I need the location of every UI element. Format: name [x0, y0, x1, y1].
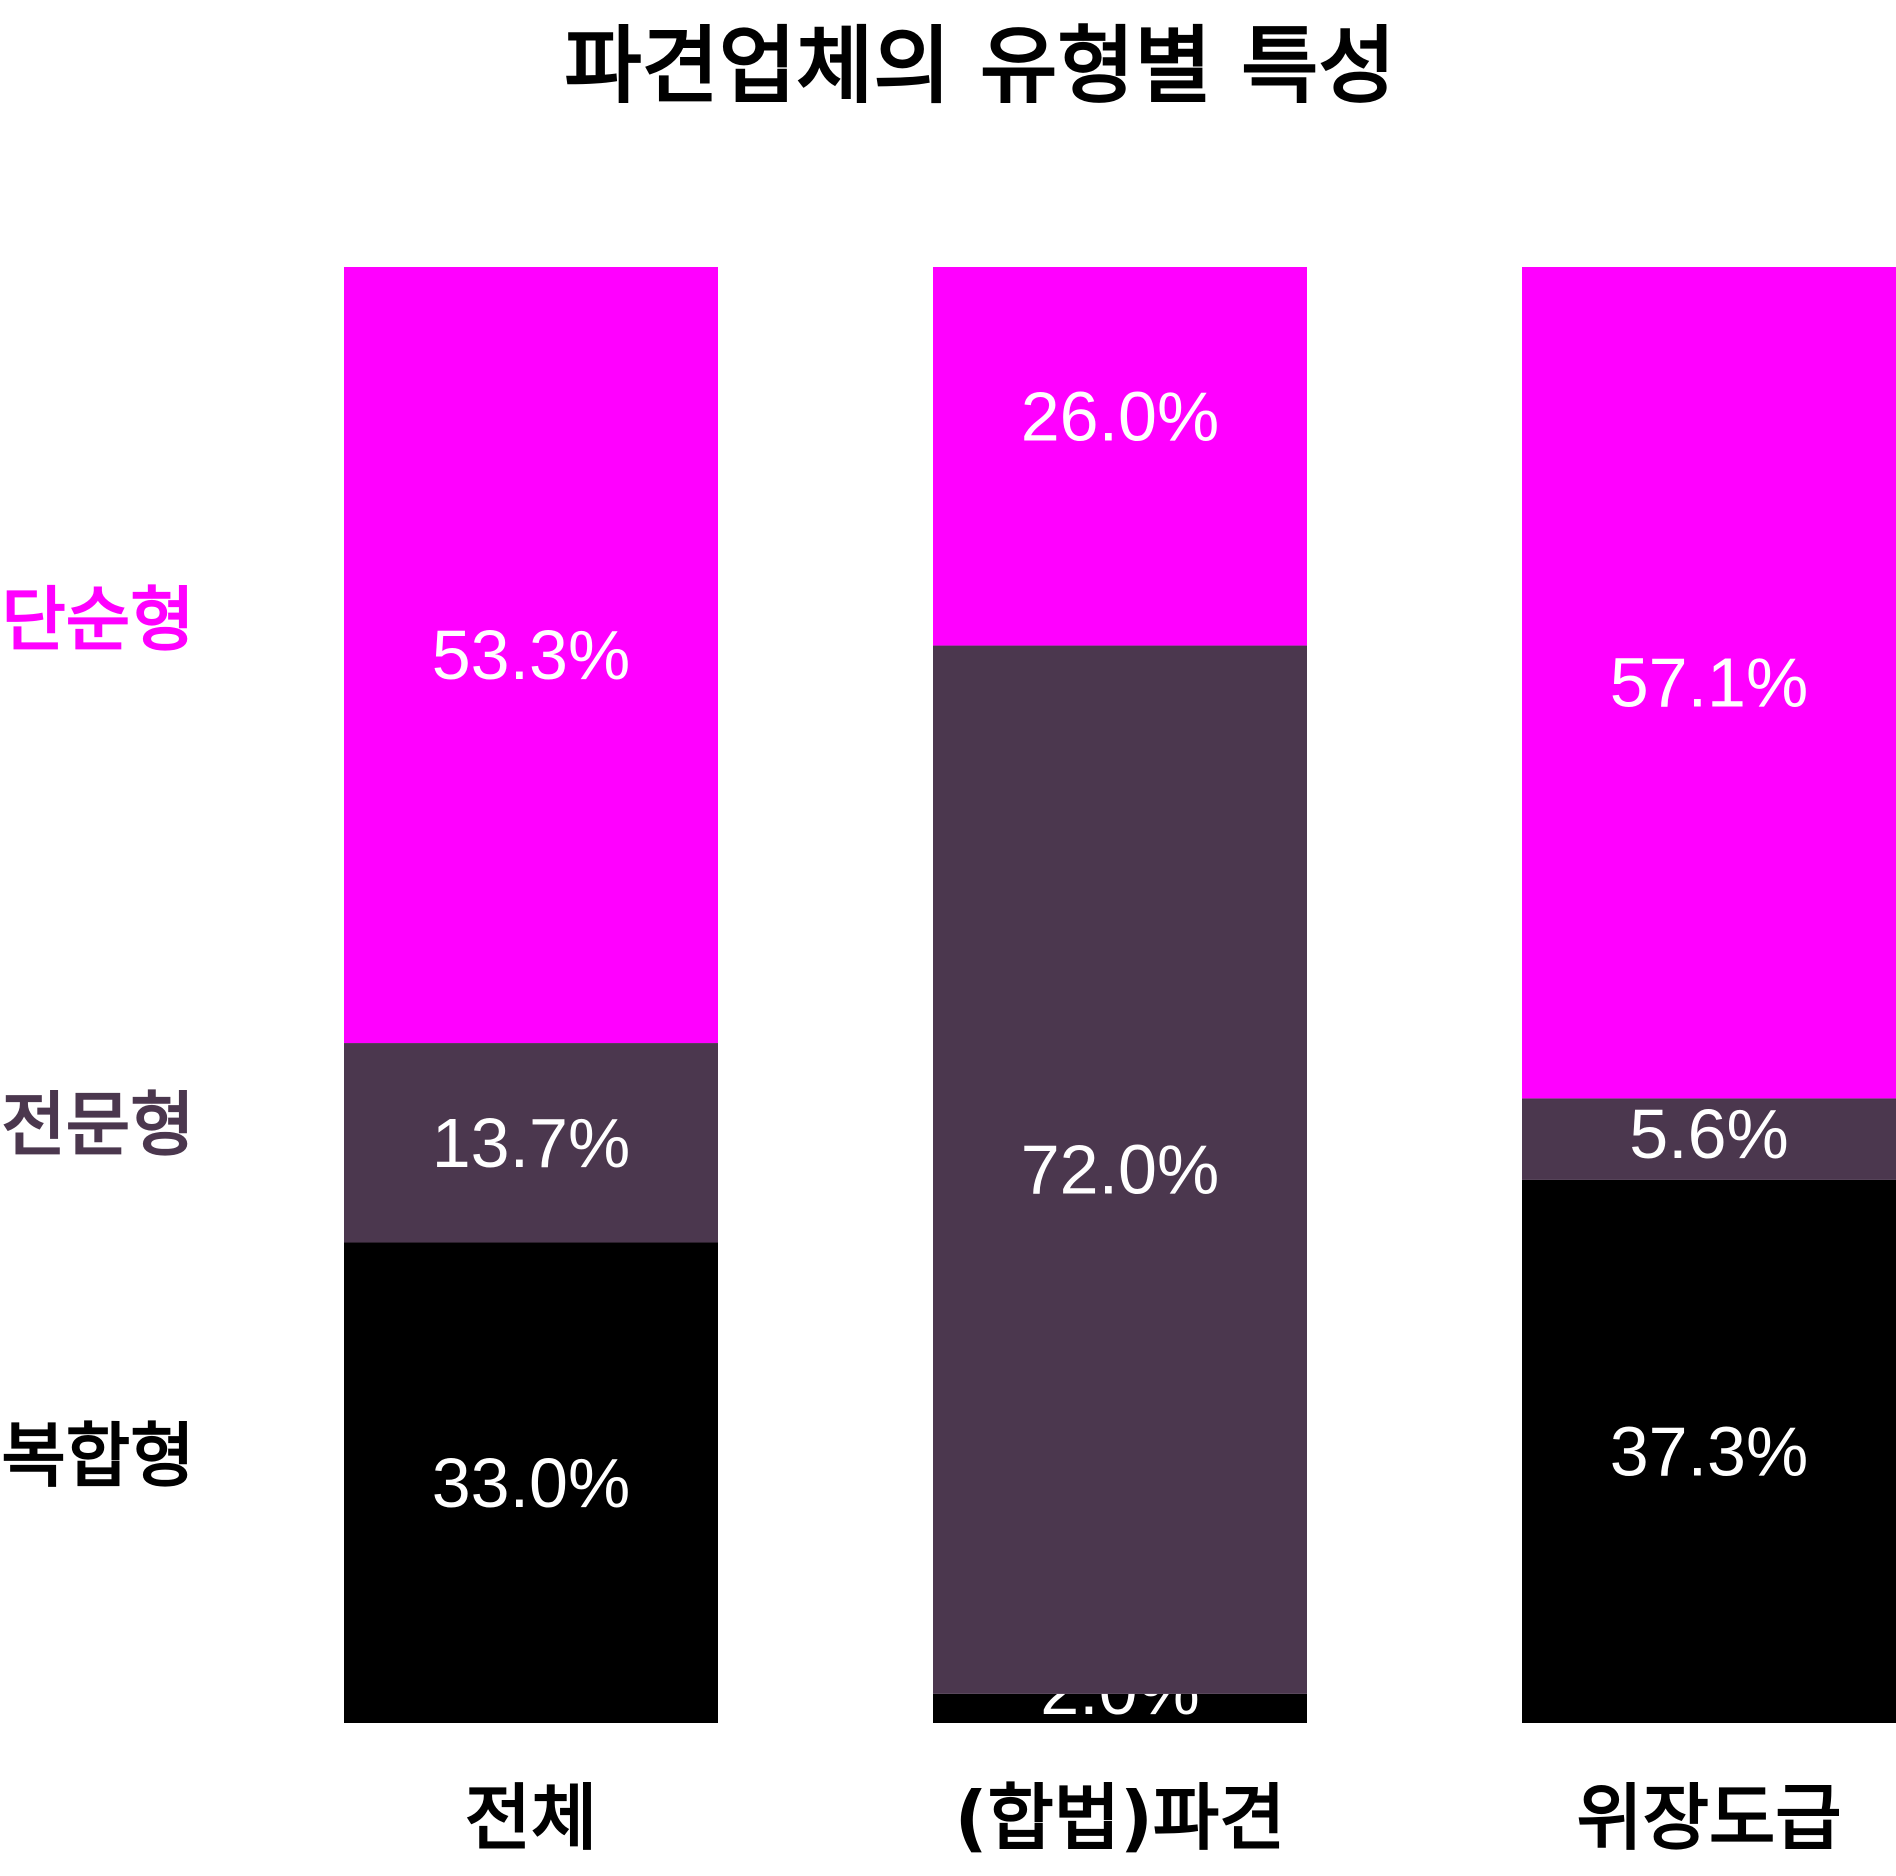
bar-segment-0-0 — [344, 1242, 718, 1723]
bars-group: 33.0%13.7%53.3%2.0%72.0%26.0%37.3%5.6%57… — [344, 267, 1896, 1729]
x-tick-label-1: (합법)파견 — [955, 1776, 1286, 1860]
legend-item-2: 단순형 — [1, 579, 194, 661]
bar-segment-2-0 — [1522, 1179, 1896, 1723]
chart-title: 파견업체의 유형별 특성 — [564, 17, 1395, 115]
legend: 복합형 전문형 단순형 — [1, 579, 194, 1497]
data-label-2-1: 5.6% — [1629, 1095, 1789, 1173]
legend-item-0: 복합형 — [1, 1415, 194, 1497]
data-label-0-2: 53.3% — [432, 616, 630, 694]
bar-segment-1-0 — [933, 1693, 1307, 1723]
x-tick-label-0: 전체 — [465, 1776, 597, 1860]
data-label-2-0: 37.3% — [1610, 1412, 1808, 1490]
bar-segment-1-1 — [933, 645, 1307, 1694]
bar-segment-0-1 — [344, 1043, 718, 1243]
bar-segment-1-2 — [933, 267, 1307, 646]
bar-segment-2-1 — [1522, 1098, 1896, 1180]
data-label-1-2: 26.0% — [1021, 377, 1219, 455]
data-label-1-1: 72.0% — [1021, 1131, 1219, 1209]
bar-segment-0-2 — [344, 267, 718, 1044]
x-axis-labels: 전체 (합법)파견 위장도급 — [465, 1776, 1842, 1860]
data-label-0-1: 13.7% — [432, 1104, 630, 1182]
data-label-2-2: 57.1% — [1610, 644, 1808, 722]
bar-segment-2-2 — [1522, 267, 1896, 1099]
legend-item-1: 전문형 — [1, 1084, 194, 1166]
data-label-0-0: 33.0% — [432, 1444, 630, 1522]
x-tick-label-2: 위장도급 — [1577, 1776, 1842, 1860]
